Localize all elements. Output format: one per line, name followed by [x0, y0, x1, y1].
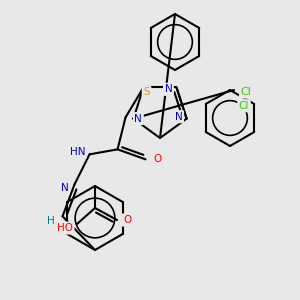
Text: Cl: Cl — [241, 87, 251, 97]
Text: N: N — [165, 84, 172, 94]
Text: O: O — [153, 154, 162, 164]
Text: HO: HO — [57, 223, 73, 233]
Text: N: N — [61, 183, 68, 193]
Text: N: N — [134, 114, 142, 124]
Text: HN: HN — [70, 147, 85, 157]
Text: S: S — [143, 87, 150, 97]
Text: H: H — [47, 216, 54, 226]
Text: N: N — [175, 112, 182, 122]
Text: Cl: Cl — [239, 101, 249, 111]
Text: O: O — [123, 215, 131, 225]
